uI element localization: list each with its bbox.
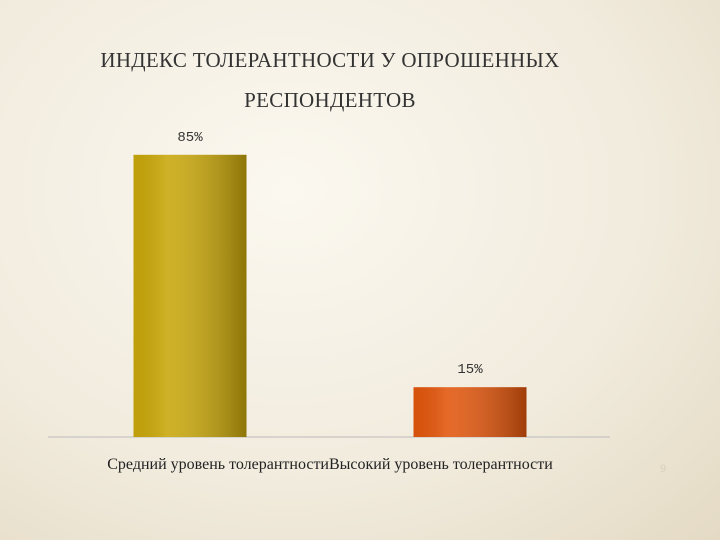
x-tick-label: Высокий уровень толерантности: [329, 456, 553, 473]
x-tick-label: Средний уровень толерантности: [107, 456, 329, 473]
value-label: 15%: [457, 362, 483, 378]
value-label: 85%: [177, 130, 203, 146]
bar-shade: [413, 387, 527, 437]
bar-shade: [133, 154, 247, 438]
chart-title: ИНДЕКС ТОЛЕРАНТНОСТИ У ОПРОШЕННЫХ РЕСПОН…: [100, 48, 560, 112]
page-number: 9: [660, 463, 666, 475]
